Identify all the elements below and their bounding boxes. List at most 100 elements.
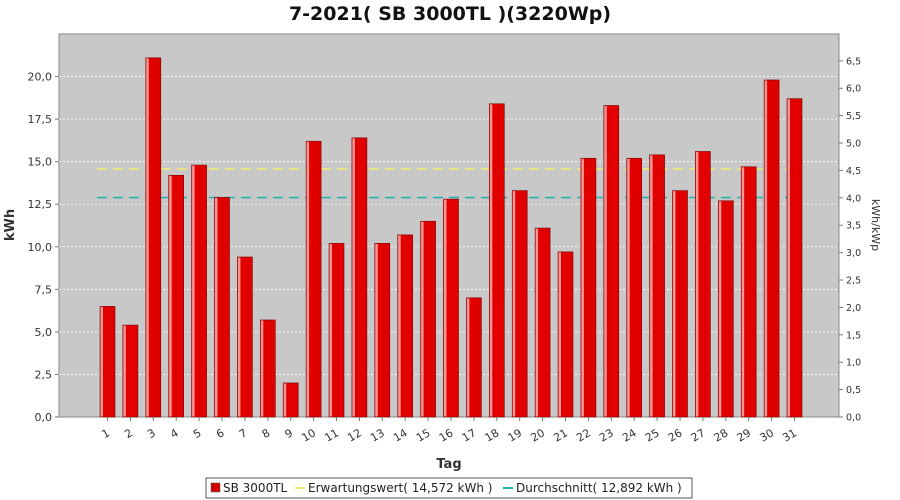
bar-highlight bbox=[787, 99, 790, 417]
y-tick-label: 2,5 bbox=[35, 368, 53, 381]
bar-highlight bbox=[192, 165, 195, 417]
legend: SB 3000TL Erwartungswert( 14,572 kWh ) D… bbox=[205, 477, 693, 499]
y-right-tick-label: 1,5 bbox=[846, 330, 861, 341]
y-tick-label: 7,5 bbox=[35, 283, 53, 296]
x-tick-label: 1 bbox=[99, 426, 112, 441]
x-tick-label: 30 bbox=[757, 426, 776, 444]
bar-highlight bbox=[398, 235, 401, 417]
x-tick-label: 3 bbox=[145, 426, 158, 441]
x-tick-label: 7 bbox=[237, 426, 250, 441]
y-tick-label: 17,5 bbox=[28, 113, 53, 126]
y-tick-label: 15,0 bbox=[28, 156, 53, 169]
bar-highlight bbox=[489, 104, 493, 417]
bar-highlight bbox=[581, 158, 584, 417]
bar-highlight bbox=[535, 228, 539, 417]
x-axis: 1 2 3 4 5 6 7 8 9 10 11 12 13 14 15 16 17 18 19 20 21 22 23 24 2… bbox=[99, 417, 799, 445]
y-right-tick-label: 2,5 bbox=[846, 276, 861, 287]
y-tick-label: 0,0 bbox=[35, 411, 53, 424]
y-right-tick-label: 6,5 bbox=[846, 56, 861, 67]
y-right-tick-label: 0,5 bbox=[846, 385, 861, 396]
y-tick-label: 10,0 bbox=[28, 241, 53, 254]
x-tick-label: 18 bbox=[483, 426, 502, 444]
bar-highlight bbox=[718, 201, 722, 417]
x-tick-label: 24 bbox=[620, 426, 639, 444]
bar-highlight bbox=[695, 151, 699, 417]
bar-highlight bbox=[169, 175, 172, 417]
x-tick-label: 6 bbox=[214, 426, 227, 441]
x-tick-label: 9 bbox=[283, 426, 296, 441]
x-tick-label: 17 bbox=[460, 426, 479, 444]
y-tick-label: 20,0 bbox=[28, 71, 53, 84]
x-tick-label: 25 bbox=[643, 426, 662, 444]
x-tick-label: 5 bbox=[191, 426, 204, 441]
x-tick-label: 16 bbox=[437, 426, 456, 444]
x-tick-label: 21 bbox=[551, 426, 570, 444]
y-right-tick-label: 4,0 bbox=[846, 193, 861, 204]
bar-highlight bbox=[237, 257, 241, 417]
y-right-tick-label: 3,5 bbox=[846, 221, 861, 232]
x-tick-label: 13 bbox=[368, 426, 387, 444]
y-tick-label: 12,5 bbox=[28, 198, 53, 211]
y-right-tick-label: 5,0 bbox=[846, 139, 861, 150]
x-tick-label: 15 bbox=[414, 426, 433, 444]
y-axis-left: 0,0 2,5 5,0 7,5 10,0 12,5 15,0 17,5 20,0 bbox=[28, 71, 59, 424]
bar-highlight bbox=[627, 158, 630, 417]
x-tick-label: 26 bbox=[666, 426, 685, 444]
x-tick-label: 11 bbox=[322, 426, 341, 444]
bars bbox=[99, 57, 803, 418]
y-axis-right-label: kWh/kWp bbox=[869, 199, 882, 251]
x-tick-label: 23 bbox=[597, 426, 616, 444]
y-axis-right: 0,0 0,5 1,0 1,5 2,0 2,5 3,0 3,5 4,0 4,5 5,0 5,5 6,0 6… bbox=[839, 56, 861, 424]
y-right-tick-label: 5,5 bbox=[846, 111, 861, 122]
legend-label-series: SB 3000TL bbox=[223, 481, 288, 495]
bar-highlight bbox=[764, 80, 768, 417]
x-tick-label: 29 bbox=[735, 426, 754, 444]
x-tick-label: 2 bbox=[122, 426, 135, 441]
bar-highlight bbox=[100, 306, 103, 417]
x-tick-label: 19 bbox=[506, 426, 525, 444]
bar-highlight bbox=[421, 221, 424, 417]
x-axis-label: Tag bbox=[436, 457, 461, 472]
bar-highlight bbox=[604, 105, 607, 417]
y-right-tick-label: 4,5 bbox=[846, 166, 861, 177]
legend-box bbox=[205, 477, 693, 499]
x-tick-label: 22 bbox=[574, 426, 593, 444]
x-tick-label: 8 bbox=[260, 426, 273, 441]
legend-swatch-bar bbox=[210, 482, 221, 493]
bar-highlight bbox=[329, 243, 332, 417]
y-right-tick-label: 3,0 bbox=[846, 248, 861, 259]
y-right-tick-label: 1,0 bbox=[846, 358, 861, 369]
x-tick-label: 12 bbox=[345, 426, 364, 444]
x-tick-label: 28 bbox=[712, 426, 731, 444]
bar-highlight bbox=[306, 141, 310, 417]
bar-highlight bbox=[512, 191, 516, 417]
y-right-tick-label: 2,0 bbox=[846, 303, 861, 314]
chart-title: 7-2021( SB 3000TL )(3220Wp) bbox=[289, 3, 611, 25]
bar-highlight bbox=[123, 325, 126, 417]
x-tick-label: 4 bbox=[168, 426, 181, 441]
bar-highlight bbox=[260, 320, 264, 417]
y-right-tick-label: 6,0 bbox=[846, 84, 861, 95]
bar-highlight bbox=[215, 197, 218, 417]
y-tick-label: 5,0 bbox=[35, 326, 53, 339]
bar-highlight bbox=[352, 138, 355, 417]
x-tick-label: 27 bbox=[689, 426, 708, 444]
bar-highlight bbox=[558, 252, 561, 417]
y-axis-label: kWh bbox=[3, 209, 18, 241]
x-tick-label: 14 bbox=[391, 426, 410, 444]
x-tick-label: 20 bbox=[528, 426, 547, 444]
x-tick-label: 10 bbox=[299, 426, 318, 444]
bar-highlight bbox=[673, 191, 676, 417]
bar-highlight bbox=[650, 155, 653, 417]
bar-highlight bbox=[741, 167, 745, 417]
y-right-tick-label: 0,0 bbox=[846, 413, 861, 424]
bar-highlight bbox=[283, 383, 287, 417]
legend-label-average: Durchschnitt( 12,892 kWh ) bbox=[516, 481, 682, 495]
bar-highlight bbox=[444, 199, 447, 417]
x-tick-label: 31 bbox=[780, 426, 799, 444]
bar-highlight bbox=[466, 298, 470, 417]
bar-highlight bbox=[375, 243, 378, 417]
legend-label-expected: Erwartungswert( 14,572 kWh ) bbox=[308, 481, 492, 495]
bar-highlight bbox=[146, 58, 149, 417]
